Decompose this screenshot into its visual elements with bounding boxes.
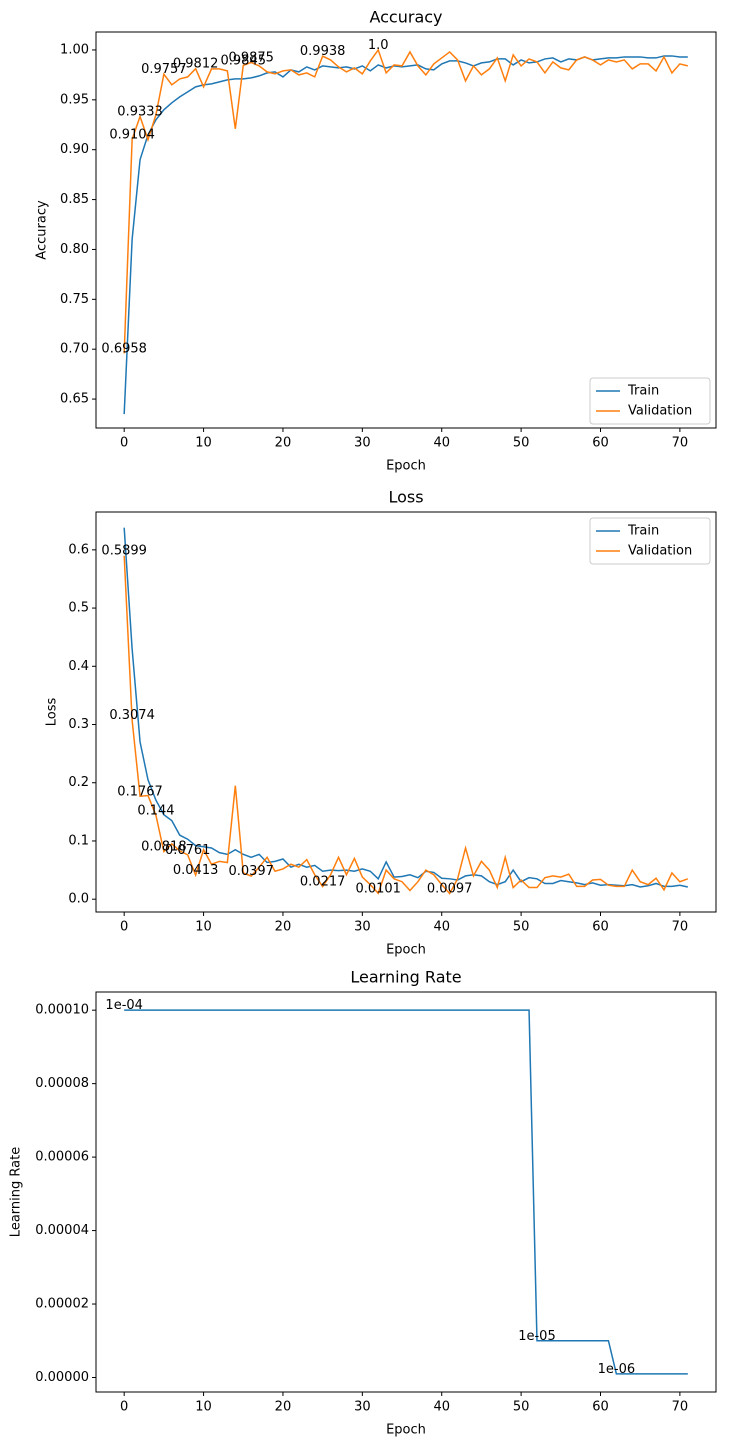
x-tick-label: 20 [275, 1400, 292, 1415]
value-label: 0.0818 [141, 840, 187, 855]
value-label: 0.6958 [101, 341, 147, 356]
x-tick-label: 50 [513, 1400, 530, 1415]
y-tick-label: 0.4 [68, 659, 89, 674]
value-label: 0.9757 [141, 62, 187, 77]
value-label: 1e-04 [105, 998, 143, 1013]
legend-label: Validation [628, 544, 692, 559]
series-line [123, 555, 689, 895]
value-label: 0.9333 [117, 104, 163, 119]
y-tick-label: 0.00006 [35, 1150, 89, 1165]
y-tick-label: 0.75 [60, 292, 89, 307]
x-tick-label: 70 [672, 920, 689, 935]
x-tick-label: 10 [195, 1400, 212, 1415]
x-tick-label: 40 [433, 1400, 450, 1415]
x-tick-label: 0 [120, 436, 128, 451]
y-tick-label: 0.2 [68, 775, 89, 790]
y-tick-label: 0.85 [60, 192, 89, 207]
chart-title: Learning Rate [350, 968, 461, 987]
value-label: 1e-05 [518, 1329, 556, 1344]
x-tick-label: 50 [513, 920, 530, 935]
y-tick-label: 0.00000 [35, 1370, 89, 1385]
x-tick-label: 30 [354, 1400, 371, 1415]
x-tick-label: 40 [433, 436, 450, 451]
value-label: 0.9812 [173, 57, 219, 72]
value-label: 1e-06 [598, 1362, 636, 1377]
y-tick-label: 0.00002 [35, 1297, 89, 1312]
x-axis-label: Epoch [386, 943, 426, 958]
x-tick-label: 20 [275, 436, 292, 451]
value-label: 0.0397 [228, 864, 274, 879]
chart-title: Accuracy [369, 8, 442, 27]
value-label: 0.0413 [173, 863, 219, 878]
y-tick-label: 0.70 [60, 342, 89, 357]
series-line [123, 527, 688, 888]
x-axis-label: Epoch [386, 459, 426, 474]
x-tick-label: 60 [592, 436, 609, 451]
value-label: 0.9845 [221, 53, 267, 68]
value-label: 0.144 [137, 803, 174, 818]
chart-title: Loss [388, 488, 423, 507]
y-tick-label: 1.00 [60, 42, 89, 57]
x-tick-label: 60 [592, 1400, 609, 1415]
legend-box [589, 517, 711, 565]
y-axis-label: Accuracy [35, 200, 50, 260]
y-tick-label: 0.00010 [35, 1003, 89, 1018]
value-label: 0.9104 [109, 127, 155, 142]
value-label: 0.9875 [228, 50, 274, 65]
y-tick-label: 0.1 [68, 833, 89, 848]
x-tick-label: 30 [354, 436, 371, 451]
x-tick-label: 0 [120, 1400, 128, 1415]
y-tick-label: 0.80 [60, 242, 89, 257]
x-tick-label: 0 [120, 920, 128, 935]
x-tick-label: 20 [275, 920, 292, 935]
y-tick-label: 0.00004 [35, 1223, 89, 1238]
y-tick-label: 0.90 [60, 142, 89, 157]
x-tick-label: 40 [433, 920, 450, 935]
x-tick-label: 30 [354, 920, 371, 935]
x-tick-label: 70 [672, 436, 689, 451]
y-tick-label: 0.65 [60, 392, 89, 407]
value-label: 0.0097 [427, 882, 473, 897]
x-tick-label: 10 [195, 436, 212, 451]
value-label: 0.0101 [355, 881, 401, 896]
value-label: 1.0 [368, 38, 389, 53]
y-tick-label: 0.95 [60, 92, 89, 107]
value-label: 0.5899 [101, 544, 147, 559]
x-tick-label: 70 [672, 1400, 689, 1415]
axes-frame [95, 991, 717, 1393]
axes-frame [95, 31, 717, 429]
value-label: 0.0761 [165, 843, 211, 858]
x-tick-label: 60 [592, 920, 609, 935]
y-tick-label: 0.00008 [35, 1076, 89, 1091]
value-label: 0.9938 [300, 44, 346, 59]
y-tick-label: 0.6 [68, 542, 89, 557]
x-tick-label: 50 [513, 436, 530, 451]
series-line [123, 55, 688, 415]
y-tick-label: 0.3 [68, 717, 89, 732]
series-line [123, 48, 689, 354]
value-label: 0.1767 [117, 784, 163, 799]
y-tick-label: 0.0 [68, 892, 89, 907]
x-axis-label: Epoch [386, 1423, 426, 1438]
legend-label: Validation [628, 404, 692, 419]
series-line [124, 1009, 688, 1375]
axes-frame [95, 511, 717, 913]
x-tick-label: 10 [195, 920, 212, 935]
legend-label: Train [627, 524, 659, 539]
y-tick-label: 0.5 [68, 601, 89, 616]
value-label: 0.0217 [300, 875, 346, 890]
value-label: 0.3074 [109, 708, 155, 723]
y-axis-label: Loss [45, 698, 60, 727]
legend-box [589, 377, 711, 425]
y-axis-label: Learning Rate [9, 1147, 24, 1237]
legend-label: Train [627, 384, 659, 399]
